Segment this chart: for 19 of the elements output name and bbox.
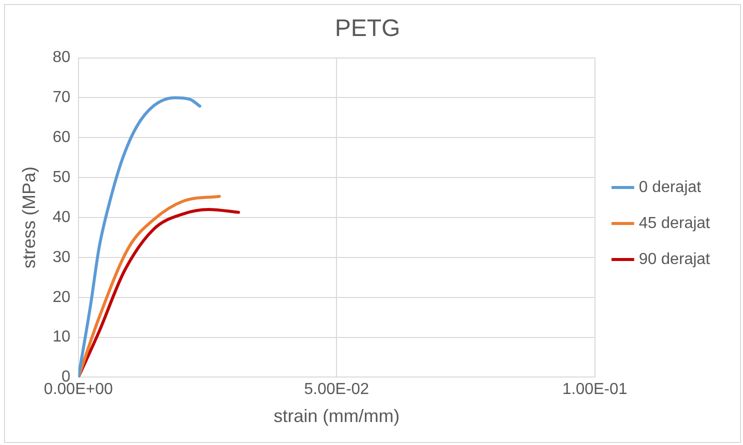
x-tick-label: 5.00E-02 xyxy=(304,381,370,398)
x-tick-label: 1.00E-01 xyxy=(562,381,628,398)
y-tick-label: 50 xyxy=(52,168,70,186)
y-axis-title: stress (MPa) xyxy=(18,166,39,269)
y-tick-label: 80 xyxy=(52,49,70,66)
chart-title: PETG xyxy=(334,15,400,42)
y-tick-label: 40 xyxy=(52,208,70,226)
x-axis-title: strain (mm/mm) xyxy=(274,406,400,426)
y-tick-label: 60 xyxy=(52,129,70,146)
y-tick-label: 10 xyxy=(52,328,70,346)
legend-label: 0 derajat xyxy=(638,178,702,196)
y-tick-label: 20 xyxy=(52,288,70,306)
y-tick-label: 70 xyxy=(52,89,70,106)
legend-label: 45 derajat xyxy=(638,214,711,232)
y-tick-label: 30 xyxy=(52,248,70,266)
line-series xyxy=(78,96,202,378)
line-series xyxy=(78,208,240,378)
legend-label: 90 derajat xyxy=(638,250,711,268)
line-series xyxy=(78,194,221,378)
